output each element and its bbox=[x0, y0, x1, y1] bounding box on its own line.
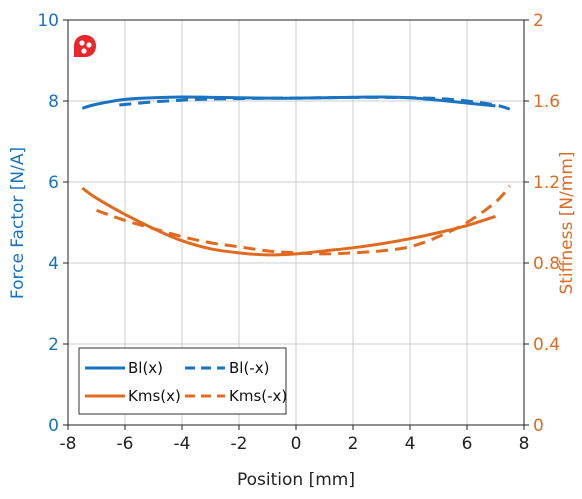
y-right-tick-label: 2 bbox=[533, 11, 544, 31]
y-left-tick-label: 10 bbox=[37, 11, 59, 31]
x-tick-label: 8 bbox=[519, 434, 530, 454]
x-axis-title: Position [mm] bbox=[237, 470, 355, 490]
series-line-1 bbox=[119, 95, 511, 111]
legend-label-kms-x: Kms(x) bbox=[128, 387, 181, 405]
y-left-tick-label: 6 bbox=[48, 173, 59, 193]
y-right-axis-title: Stiffness [N/mm] bbox=[557, 151, 577, 294]
y-right-tick-label: 0.8 bbox=[533, 254, 560, 274]
legend-label-bl-x: Bl(x) bbox=[128, 359, 163, 377]
series-group bbox=[81, 95, 511, 257]
y-left-tick-label: 2 bbox=[48, 335, 59, 355]
x-tick-label: -6 bbox=[117, 434, 134, 454]
grid bbox=[68, 20, 524, 425]
y-left-tick-label: 0 bbox=[48, 416, 59, 436]
legend: Bl(x) Bl(-x) Kms(x) Kms(-x) bbox=[78, 347, 287, 415]
y-left-axis-title: Force Factor [N/A] bbox=[8, 147, 28, 299]
y-right-tick-label: 1.2 bbox=[533, 173, 560, 193]
x-tick-label: 6 bbox=[462, 434, 473, 454]
series-line-3 bbox=[95, 185, 511, 256]
legend-box bbox=[78, 347, 287, 415]
legend-label-bl-minus-x: Bl(-x) bbox=[229, 359, 269, 377]
x-tick-label: -2 bbox=[231, 434, 248, 454]
y-right-tick-label: 0 bbox=[533, 416, 544, 436]
brand-logo-icon bbox=[74, 35, 96, 57]
series-line-2 bbox=[81, 186, 496, 257]
y-left-tick-label: 8 bbox=[48, 92, 59, 112]
legend-label-kms-minus-x: Kms(-x) bbox=[229, 387, 287, 405]
x-tick-label: -4 bbox=[174, 434, 191, 454]
y-right-tick-label: 0.4 bbox=[533, 335, 560, 355]
y-left-tick-label: 4 bbox=[48, 254, 59, 274]
x-tick-label: 2 bbox=[348, 434, 359, 454]
x-tick-label: 0 bbox=[291, 434, 302, 454]
y-right-tick-label: 1.6 bbox=[533, 92, 560, 112]
x-tick-label: -8 bbox=[60, 434, 77, 454]
x-tick-label: 4 bbox=[405, 434, 416, 454]
